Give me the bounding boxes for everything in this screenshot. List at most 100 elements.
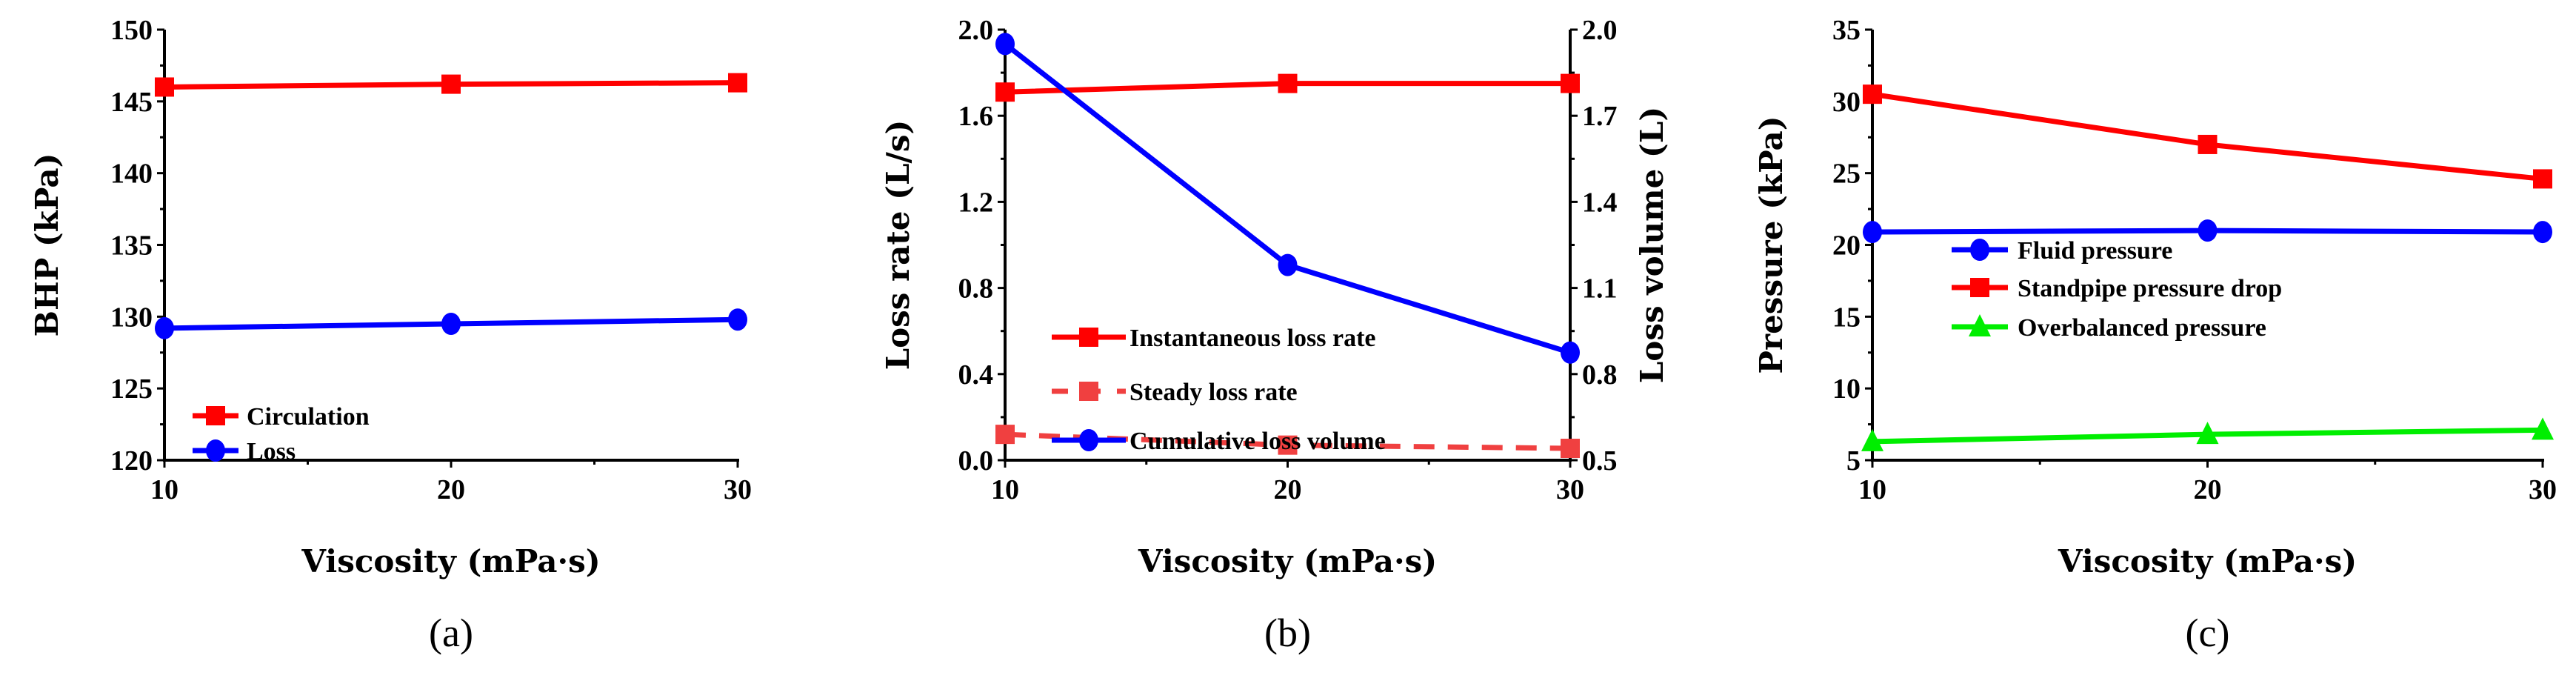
legend-label: Fluid pressure: [2018, 237, 2172, 265]
series-instantaneous-loss-rate: [995, 73, 1580, 102]
y-right-tick-label: 2.0: [1582, 15, 1618, 46]
y-tick-label: 0.8: [958, 273, 994, 305]
legend-item: Instantaneous loss rate: [1052, 325, 1375, 352]
data-point: [2533, 169, 2552, 189]
y-axis-title: Loss rate (L/s): [880, 120, 916, 371]
series-fluid-pressure: [1863, 219, 2552, 244]
data-point: [1863, 84, 1882, 104]
y-axis-title: Pressure (kPa): [1753, 116, 1789, 373]
series-overbalanced-pressure: [1861, 417, 2554, 451]
y-tick-label: 120: [110, 445, 153, 477]
data-point: [1278, 435, 1298, 455]
data-point: [441, 74, 461, 94]
y-tick-label: 130: [110, 302, 153, 333]
legend-item: Standpipe pressure drop: [1952, 275, 2282, 302]
x-axis-title: Viscosity (mPa·s): [2058, 543, 2357, 580]
y-right-tick-label: 1.7: [1582, 101, 1618, 132]
data-point: [1561, 439, 1580, 459]
y-tick-label: 0.0: [958, 445, 994, 477]
data-point: [1561, 73, 1580, 93]
legend-marker: [1970, 278, 1989, 297]
legend-label: Overbalanced pressure: [2018, 314, 2266, 342]
legend-label: Circulation: [247, 403, 370, 431]
legend-label: Instantaneous loss rate: [1129, 325, 1375, 352]
y-tick-label: 1.2: [958, 187, 994, 218]
legend-marker: [1970, 239, 1989, 261]
data-point: [2198, 134, 2218, 154]
y-tick-label: 2.0: [958, 15, 994, 46]
data-point: [155, 77, 174, 97]
y-tick-label: 150: [110, 15, 153, 46]
data-point: [1863, 221, 1882, 244]
y-tick-label: 125: [110, 373, 153, 405]
y-tick-label: 25: [1832, 159, 1861, 190]
x-tick-label: 20: [1274, 474, 1302, 505]
y-right-tick-label: 0.8: [1582, 359, 1618, 391]
data-point: [155, 316, 174, 339]
data-point: [1861, 428, 1883, 451]
legend-item: Steady loss rate: [1052, 379, 1298, 406]
legend-item: Loss: [193, 438, 296, 465]
legend-marker: [1079, 328, 1098, 347]
data-point: [1278, 73, 1298, 93]
series-standpipe-pressure-drop: [1863, 84, 2552, 189]
chart-panel-b: 0.0 0.4 0.8 1.2 1.6 2.0 0.5 0.8 1.1 1.4 1.7 2.0 10 20…: [880, 15, 1670, 655]
chart-panel-a: 120 125 130 135 140 145 150 10 20 30 Viscosity (mP…: [29, 15, 752, 655]
data-point: [995, 33, 1015, 56]
y-tick-label: 30: [1832, 87, 1861, 118]
y-tick-label: 0.4: [958, 359, 994, 391]
y-tick-label: 145: [110, 87, 153, 118]
y-tick-label: 20: [1832, 230, 1861, 262]
legend-label: Cumulative loss volume: [1129, 428, 1386, 455]
y-tick-label: 140: [110, 159, 153, 190]
y-tick-label: 10: [1832, 373, 1861, 405]
data-point: [728, 308, 747, 331]
legend-label: Loss: [247, 438, 296, 465]
data-point: [1561, 341, 1580, 364]
legend-item: Cumulative loss volume: [1052, 428, 1386, 455]
data-point: [2196, 422, 2219, 445]
y-tick-label: 35: [1832, 15, 1861, 46]
x-tick-label: 10: [150, 474, 178, 505]
x-tick-label: 10: [991, 474, 1019, 505]
data-point: [2532, 417, 2554, 440]
legend-item: Fluid pressure: [1952, 237, 2172, 265]
x-axis-title: Viscosity (mPa·s): [1138, 543, 1437, 580]
panel-caption: (c): [2186, 611, 2230, 655]
data-point: [995, 425, 1015, 445]
legend-item: Circulation: [193, 403, 370, 431]
y-tick-label: 5: [1846, 445, 1861, 477]
x-axis-title: Viscosity (mPa·s): [301, 543, 600, 580]
y-right-tick-label: 1.4: [1582, 187, 1618, 218]
y-axis-right-title: Loss volume (L): [1634, 107, 1670, 383]
legend-marker: [1969, 314, 1991, 336]
series-steady-loss-rate: [995, 425, 1580, 459]
y-tick-label: 135: [110, 230, 153, 262]
series-cumulative-loss-volume: [995, 33, 1580, 364]
panel-caption: (a): [429, 611, 473, 655]
legend-label: Steady loss rate: [1129, 379, 1298, 406]
legend-marker: [1079, 382, 1098, 401]
legend-marker: [1079, 429, 1098, 451]
data-point: [2533, 221, 2552, 244]
data-point: [1278, 253, 1298, 276]
data-point: [728, 73, 747, 93]
data-point: [2198, 219, 2218, 242]
x-tick-label: 30: [2529, 474, 2557, 505]
series-loss: [155, 308, 747, 339]
y-right-tick-label: 1.1: [1582, 273, 1618, 305]
y-tick-label: 1.6: [958, 101, 994, 132]
data-point: [441, 313, 461, 336]
x-tick-label: 20: [2194, 474, 2222, 505]
series-circulation: [155, 73, 747, 97]
x-tick-label: 10: [1858, 474, 1886, 505]
legend-marker: [206, 439, 225, 462]
legend-item: Overbalanced pressure: [1952, 314, 2266, 342]
x-tick-label: 20: [437, 474, 465, 505]
y-axis-title: BHP (kPa): [29, 153, 65, 337]
y-tick-label: 15: [1832, 302, 1861, 333]
x-tick-label: 30: [724, 474, 752, 505]
legend-label: Standpipe pressure drop: [2018, 275, 2282, 302]
